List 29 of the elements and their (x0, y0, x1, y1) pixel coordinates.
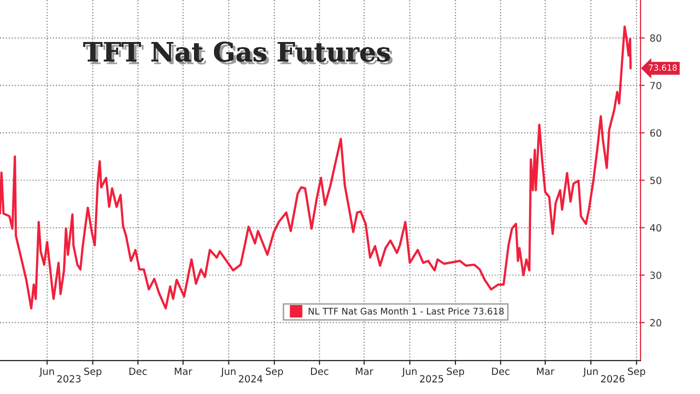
x-tick-label: Jun (220, 368, 236, 377)
x-tick-label: Jun (39, 368, 54, 377)
x-tick-label: Dec (129, 368, 147, 375)
x-tick-label: Mar (537, 368, 554, 375)
x2-tick-label: 2024 (238, 375, 262, 382)
annotation: 73.618 (648, 64, 677, 71)
x-tick-label: Dec (311, 368, 328, 375)
y-tick-label: 40 (650, 224, 662, 232)
x2-tick-label: 2025 (420, 375, 444, 382)
text: TFT Nat Gas Futures (83, 42, 393, 65)
y-tick-label: 50 (650, 176, 662, 184)
x-tick-label: Sep (446, 368, 464, 377)
x-tick-label: Dec (492, 368, 510, 375)
y-tick-label: 20 (650, 319, 662, 326)
y-tick-label: 80 (650, 34, 662, 42)
x2-tick-label: 2023 (57, 375, 81, 382)
x-tick-label: Sep (84, 368, 102, 377)
y-tick-label: 70 (650, 82, 662, 90)
y-tick-label: 60 (650, 129, 662, 137)
x-tick-label: Jun (402, 368, 417, 377)
x-tick-label: Mar (356, 368, 374, 375)
y-tick-label: 30 (650, 272, 662, 279)
x-tick-label: Mar (174, 368, 192, 375)
legend-label: NL TTF Nat Gas Month 1 - Last Price 73.618 (308, 308, 504, 315)
line-series (0, 25, 632, 310)
x-tick-label: Sep (628, 368, 646, 377)
x-tick-label: Sep (266, 368, 283, 377)
x-tick-label: Jun (582, 368, 598, 377)
x2-tick-label: 2026 (601, 375, 624, 382)
